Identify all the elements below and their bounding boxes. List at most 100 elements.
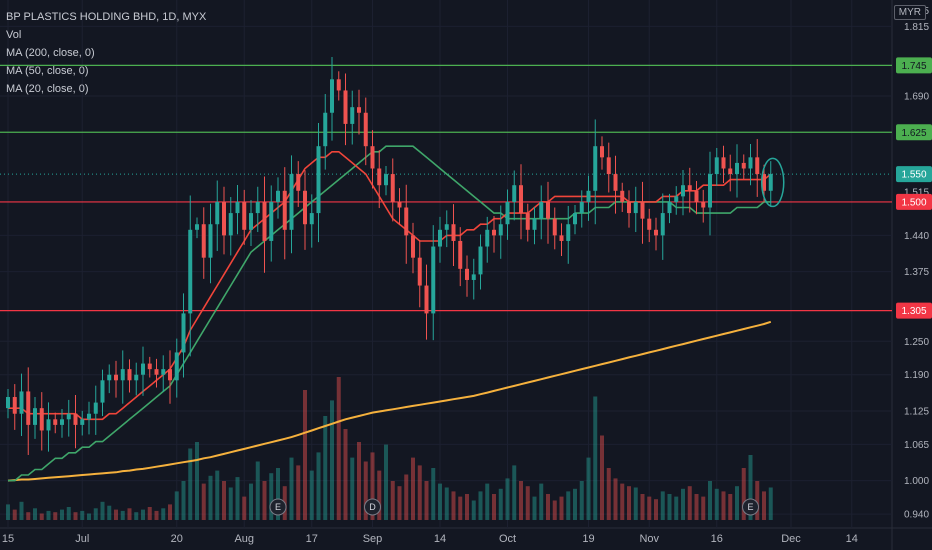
candle-body[interactable] — [316, 146, 321, 214]
candle-body[interactable] — [525, 213, 530, 230]
candle-body[interactable] — [154, 369, 159, 375]
event-marker-E[interactable] — [269, 498, 287, 516]
legend-ma50[interactable]: MA (50, close, 0) — [6, 65, 89, 77]
candle-body[interactable] — [694, 190, 699, 202]
candle-body[interactable] — [384, 174, 388, 186]
candle-body[interactable] — [377, 168, 382, 186]
candle-body[interactable] — [600, 146, 604, 158]
candle-body[interactable] — [26, 391, 31, 425]
candle-body[interactable] — [161, 369, 166, 375]
legend-ma200[interactable]: MA (200, close, 0) — [6, 47, 95, 59]
candle-body[interactable] — [424, 285, 429, 314]
candle-body[interactable] — [370, 146, 375, 169]
candle-body[interactable] — [276, 190, 280, 202]
candle-body[interactable] — [201, 224, 206, 258]
candle-body[interactable] — [208, 224, 213, 258]
candle-body[interactable] — [573, 213, 577, 225]
candle-body[interactable] — [120, 369, 125, 381]
candle-body[interactable] — [701, 201, 706, 208]
candle-body[interactable] — [667, 201, 672, 214]
candle-body[interactable] — [498, 224, 503, 236]
candle-body[interactable] — [654, 229, 658, 236]
candle-body[interactable] — [303, 190, 307, 225]
candle-body[interactable] — [269, 201, 274, 241]
candle-body[interactable] — [39, 408, 44, 431]
candle-body[interactable] — [66, 413, 71, 420]
candle-body[interactable] — [721, 157, 726, 169]
candle-body[interactable] — [404, 207, 409, 236]
candle-body[interactable] — [168, 369, 172, 381]
candle-body[interactable] — [627, 201, 631, 214]
candle-body[interactable] — [357, 107, 361, 113]
candle-body[interactable] — [755, 157, 760, 175]
candle-body[interactable] — [620, 190, 625, 202]
candle-body[interactable] — [222, 201, 226, 236]
candle-body[interactable] — [46, 419, 51, 431]
candle-body[interactable] — [19, 391, 24, 414]
candle-body[interactable] — [748, 157, 753, 169]
candle-body[interactable] — [741, 162, 746, 169]
candle-body[interactable] — [444, 224, 449, 230]
event-marker-E[interactable] — [742, 498, 759, 516]
price-axis[interactable]: 0.940 1.000 1.065 1.125 1.190 1.250 1.375 1.440… — [904, 6, 929, 521]
candle-body[interactable] — [235, 201, 240, 214]
candle-body[interactable] — [296, 174, 301, 191]
candle-body[interactable] — [93, 402, 98, 414]
candle-body[interactable] — [411, 235, 415, 258]
candle-body[interactable] — [397, 201, 402, 208]
candle-body[interactable] — [539, 201, 544, 219]
candle-body[interactable] — [147, 363, 152, 370]
candle-body[interactable] — [127, 369, 132, 381]
candle-body[interactable] — [107, 374, 112, 381]
candle-body[interactable] — [417, 257, 422, 286]
candle-body[interactable] — [100, 380, 105, 403]
candle-body[interactable] — [282, 190, 287, 230]
candle-body[interactable] — [60, 419, 64, 425]
candle-body[interactable] — [593, 146, 598, 191]
candle-body[interactable] — [735, 162, 739, 175]
candle-body[interactable] — [33, 408, 37, 425]
candle-body[interactable] — [228, 213, 233, 236]
candle-body[interactable] — [80, 419, 85, 425]
currency-badge[interactable]: MYR — [893, 5, 926, 20]
candle-body[interactable] — [532, 218, 537, 230]
candle-body[interactable] — [681, 185, 685, 197]
candle-body[interactable] — [215, 201, 220, 225]
time-axis[interactable]: 15 Jul 20 Aug 17 Sep 14 Oct 19 Nov 16 Dec 14 — [2, 533, 858, 545]
candle-body[interactable] — [87, 413, 91, 420]
candle-body[interactable] — [471, 274, 476, 280]
candle-body[interactable] — [330, 79, 334, 113]
candle-body[interactable] — [242, 201, 247, 230]
candle-body[interactable] — [12, 397, 17, 414]
candle-body[interactable] — [478, 246, 483, 275]
candle-body[interactable] — [343, 90, 348, 124]
candle-body[interactable] — [613, 174, 618, 191]
candle-body[interactable] — [708, 174, 712, 208]
event-marker-D[interactable] — [364, 498, 381, 516]
candle-body[interactable] — [687, 185, 692, 191]
candle-body[interactable] — [289, 174, 294, 230]
candle-body[interactable] — [674, 196, 679, 202]
candle-body[interactable] — [485, 229, 490, 247]
candle-body[interactable] — [714, 157, 719, 175]
candle-body[interactable] — [363, 112, 368, 147]
candle-body[interactable] — [195, 224, 199, 230]
horizontal-levels[interactable] — [0, 64, 892, 312]
candle-body[interactable] — [566, 224, 571, 241]
candle-body[interactable] — [350, 107, 355, 124]
candle-body[interactable] — [586, 190, 591, 202]
candle-body[interactable] — [336, 79, 341, 91]
candle-body[interactable] — [762, 174, 766, 191]
candle-body[interactable] — [492, 229, 496, 236]
candle-body[interactable] — [606, 157, 611, 175]
candle-body[interactable] — [255, 201, 260, 214]
candle-body[interactable] — [768, 174, 773, 191]
candle-body[interactable] — [323, 112, 328, 147]
candle-body[interactable] — [660, 213, 665, 236]
legend-ma20[interactable]: MA (20, close, 0) — [6, 83, 89, 95]
candle-body[interactable] — [249, 213, 253, 230]
candle-body[interactable] — [53, 419, 58, 425]
candle-body[interactable] — [114, 374, 118, 381]
candle-body[interactable] — [465, 268, 469, 280]
candle-body[interactable] — [633, 201, 638, 214]
